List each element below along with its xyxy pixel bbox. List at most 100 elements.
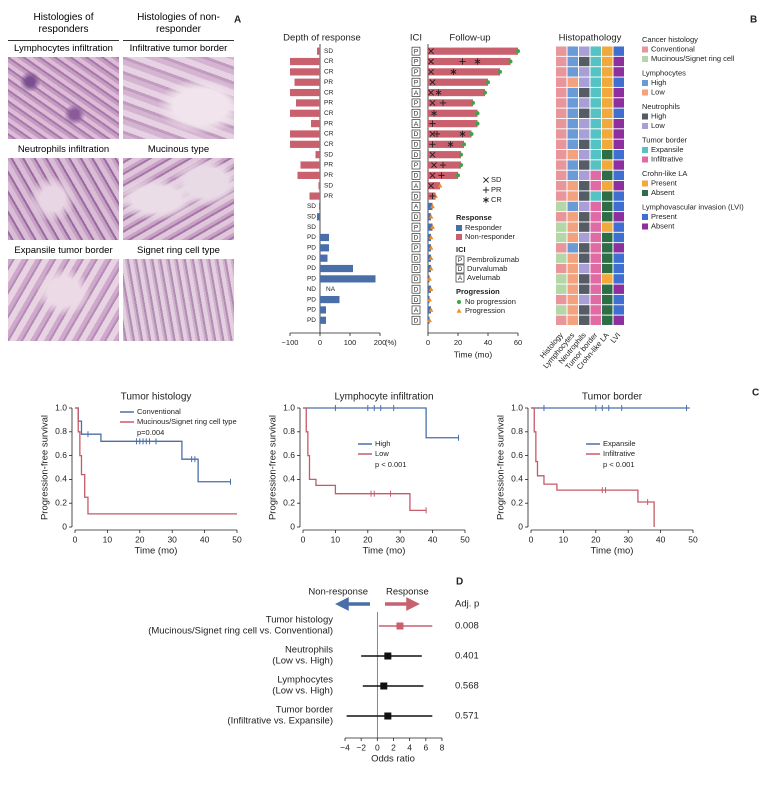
- survival-curve: [303, 407, 427, 511]
- heatmap-cell: [567, 212, 578, 222]
- heatmap-cell: [590, 305, 601, 315]
- y-tick-label: 1.0: [511, 402, 523, 412]
- ici-code: D: [414, 173, 419, 180]
- heatmap-cell: [556, 294, 567, 305]
- x-tick-label: 50: [688, 534, 698, 544]
- heatmap-cell: [579, 139, 590, 150]
- heatmap-cell: [613, 181, 624, 191]
- right-label: Response: [386, 587, 429, 598]
- legend-swatch: [642, 123, 648, 129]
- heatmap-cell: [567, 201, 578, 212]
- bar: [428, 264, 431, 273]
- x-tick-label: 0: [426, 338, 430, 347]
- ici-box: [411, 253, 421, 263]
- legend-label: Low: [375, 449, 389, 458]
- p-value: 0.401: [455, 651, 479, 662]
- bar: [320, 306, 326, 314]
- heatmap-cell: [590, 212, 601, 222]
- bar: [320, 316, 326, 324]
- x-tick-label: 40: [428, 534, 438, 544]
- progression-marker: [498, 69, 502, 74]
- panel-title: Depth of response: [283, 33, 361, 44]
- heatmap-cell: [602, 284, 613, 294]
- x-axis-label: Time (mo): [135, 546, 178, 557]
- heatmap-cell: [579, 212, 590, 222]
- event-marker: [429, 151, 436, 158]
- heatmap-cell: [602, 315, 613, 325]
- bar: [428, 68, 500, 76]
- heatmap-cell: [567, 243, 578, 253]
- progression-marker: [427, 296, 432, 302]
- heatmap-cell: [602, 294, 613, 305]
- panel-letter: B: [750, 15, 757, 26]
- heatmap-cell: [590, 56, 601, 67]
- histology-image: [123, 57, 234, 139]
- y-tick-label: 1.0: [55, 402, 67, 412]
- point-estimate: [380, 682, 388, 690]
- row-label: Tumor border: [276, 705, 333, 716]
- legend-swatch: [642, 156, 648, 163]
- heatmap-cell: [613, 149, 624, 160]
- ici-box: [411, 150, 421, 160]
- heatmap-cell: [602, 129, 613, 139]
- heatmap-cell: [590, 108, 601, 118]
- heatmap-cell: [613, 46, 624, 56]
- x-tick-label: 30: [395, 534, 405, 544]
- ici-code: D: [414, 255, 419, 262]
- progression-marker: [428, 214, 434, 219]
- heatmap-cell: [602, 108, 613, 118]
- legend-label: High: [651, 78, 666, 87]
- bar: [428, 130, 472, 138]
- response-label: PD: [307, 307, 316, 314]
- heatmap-cell: [567, 232, 578, 243]
- response-label: PD: [307, 255, 316, 262]
- legend-title: Response: [456, 213, 492, 222]
- legend-label: Present: [651, 212, 678, 221]
- legend-swatch: [642, 113, 648, 120]
- response-label: CR: [324, 69, 334, 76]
- bar: [428, 223, 433, 231]
- y-axis-label: Progression-free survival: [268, 415, 279, 520]
- x-tick-label: 60: [514, 338, 522, 347]
- heatmap-cell: [579, 305, 590, 315]
- heatmap-cell: [590, 46, 601, 56]
- row-label: (Low vs. High): [272, 686, 333, 697]
- heatmap-cell: [613, 77, 624, 87]
- heatmap-cell: [602, 305, 613, 315]
- heatmap-cell: [579, 274, 590, 284]
- histology-image: [8, 259, 119, 341]
- progression-marker: [469, 131, 474, 136]
- ici-code: A: [414, 307, 419, 314]
- heatmap-cell: [579, 284, 590, 294]
- ici-box: [411, 315, 421, 325]
- legend-title: Progression: [456, 287, 500, 296]
- ici-box: [455, 255, 465, 265]
- heatmap-cell: [579, 201, 590, 212]
- ici-code: D: [414, 193, 419, 200]
- heatmap-cell: [590, 253, 601, 263]
- legend-swatch: [642, 46, 648, 53]
- ici-code: D: [414, 297, 419, 304]
- response-label: CR: [324, 89, 334, 96]
- heatmap-cell: [590, 170, 601, 181]
- y-tick-label: 0.4: [283, 474, 295, 484]
- heatmap-cell: [590, 118, 601, 129]
- progression-marker: [427, 276, 432, 281]
- x-tick-label: 50: [232, 534, 242, 544]
- x-tick-label: 0: [318, 338, 322, 347]
- ici-box: [411, 274, 421, 284]
- heatmap-cell: [579, 181, 590, 191]
- heatmap-cell: [567, 170, 578, 181]
- progression-marker: [483, 90, 487, 95]
- heatmap-cell: [567, 77, 578, 87]
- progression-marker: [457, 300, 461, 304]
- x-tick-label: 20: [591, 534, 601, 544]
- x-tick-label: 20: [135, 534, 145, 544]
- progression-marker: [456, 308, 462, 313]
- heatmap-cell: [567, 118, 578, 129]
- x-unit: (%): [385, 338, 397, 347]
- legend-swatch: [642, 214, 648, 220]
- ici-code: P: [414, 245, 418, 252]
- ici-box: [411, 171, 421, 180]
- heatmap-cell: [579, 160, 590, 170]
